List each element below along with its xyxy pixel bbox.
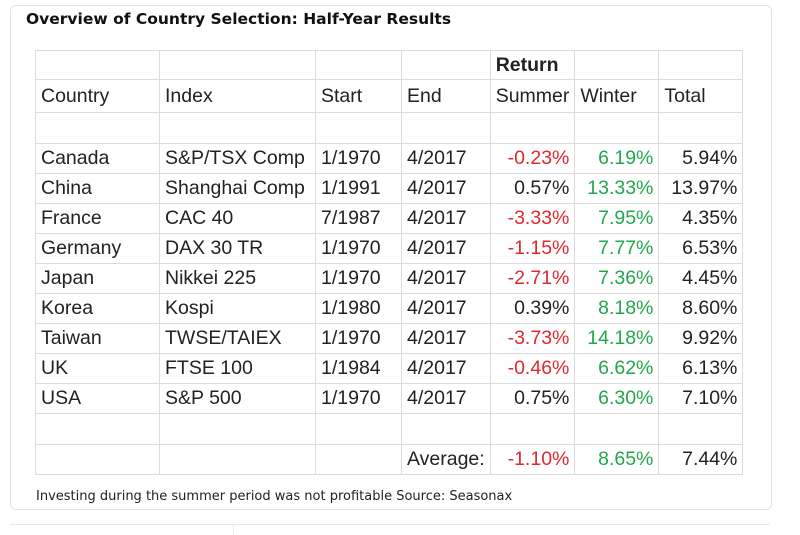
cell-index: S&P 500: [159, 383, 316, 414]
cell-total: 4.35%: [658, 203, 744, 234]
cell-country: Taiwan: [35, 323, 160, 354]
cell-start: 1/1970: [315, 383, 402, 414]
cell-winter: 8.18%: [574, 293, 660, 324]
cell-summer: -0.46%: [489, 353, 576, 384]
cell-country: Germany: [35, 233, 160, 264]
cell-total: 6.13%: [658, 353, 744, 384]
cell-winter: 7.95%: [574, 203, 660, 234]
cell-country: China: [35, 173, 160, 204]
cell-country: UK: [35, 353, 160, 384]
cell-summer: -1.15%: [489, 233, 576, 264]
cell-country: Canada: [35, 143, 160, 174]
table-row: Canada S&P/TSX Comp 1/1970 4/2017 -0.23% 6.19…: [35, 143, 744, 174]
cell-start: 1/1980: [315, 293, 402, 324]
cell-total: 6.53%: [658, 233, 744, 264]
cell-total: 9.92%: [658, 323, 744, 354]
spacer-row: [35, 413, 744, 445]
cell-winter: 6.62%: [574, 353, 660, 384]
spacer-row: [35, 112, 744, 144]
cell-start: 1/1984: [315, 353, 402, 384]
divider-tick: [233, 524, 234, 535]
table-row: China Shanghai Comp 1/1991 4/2017 0.57% 13.33…: [35, 173, 744, 204]
cell-index: Kospi: [159, 293, 316, 324]
cell-winter: 14.18%: [574, 323, 660, 354]
results-table: Return Country Index Start End Summer Wi…: [35, 50, 744, 475]
cell-start: 1/1991: [315, 173, 402, 204]
cell-end: 4/2017: [401, 233, 491, 264]
cell-summer: 0.57%: [489, 173, 576, 204]
cell-total: 7.10%: [658, 383, 744, 414]
col-header-winter: Winter: [574, 79, 660, 113]
col-header-total: Total: [658, 79, 744, 113]
table-row: Japan Nikkei 225 1/1970 4/2017 -2.71% 7.36% 4.…: [35, 263, 744, 294]
cell-summer: -3.73%: [489, 323, 576, 354]
cell-index: DAX 30 TR: [159, 233, 316, 264]
average-label: Average:: [401, 444, 491, 475]
cell-total: 13.97%: [658, 173, 744, 204]
cell-total: 4.45%: [658, 263, 744, 294]
cell-end: 4/2017: [401, 143, 491, 174]
cell-index: CAC 40: [159, 203, 316, 234]
table-row: Germany DAX 30 TR 1/1970 4/2017 -1.15% 7.77% 6…: [35, 233, 744, 264]
table-row: USA S&P 500 1/1970 4/2017 0.75% 6.30% 7.10%: [35, 383, 744, 414]
cell-index: Shanghai Comp: [159, 173, 316, 204]
cell-total: 8.60%: [658, 293, 744, 324]
col-header-start: Start: [315, 79, 402, 113]
cell-summer: 0.39%: [489, 293, 576, 324]
col-header-end: End: [401, 79, 491, 113]
cell-end: 4/2017: [401, 353, 491, 384]
average-row: Average: -1.10% 8.65% 7.44%: [35, 444, 744, 475]
cell-summer: -2.71%: [489, 263, 576, 294]
col-header-country: Country: [35, 79, 160, 113]
average-total: 7.44%: [658, 444, 744, 475]
cell-end: 4/2017: [401, 383, 491, 414]
figure-title: Overview of Country Selection: Half-Year…: [26, 10, 452, 28]
cell-winter: 7.77%: [574, 233, 660, 264]
cell-end: 4/2017: [401, 323, 491, 354]
col-header-summer: Summer: [489, 79, 576, 113]
table-row: Taiwan TWSE/TAIEX 1/1970 4/2017 -3.73% 14.18%…: [35, 323, 744, 354]
cell-country: USA: [35, 383, 160, 414]
cell-winter: 6.30%: [574, 383, 660, 414]
cell-start: 1/1970: [315, 323, 402, 354]
group-header-row: Return: [35, 50, 744, 80]
cell-country: France: [35, 203, 160, 234]
column-header-row: Country Index Start End Summer Winter To…: [35, 79, 744, 113]
col-header-index: Index: [159, 79, 316, 113]
cell-end: 4/2017: [401, 293, 491, 324]
table-row: France CAC 40 7/1987 4/2017 -3.33% 7.95% 4.35%: [35, 203, 744, 234]
cell-country: Korea: [35, 293, 160, 324]
cell-winter: 6.19%: [574, 143, 660, 174]
cell-index: TWSE/TAIEX: [159, 323, 316, 354]
cell-index: FTSE 100: [159, 353, 316, 384]
cell-start: 1/1970: [315, 263, 402, 294]
cell-summer: 0.75%: [489, 383, 576, 414]
cell-summer: -3.33%: [489, 203, 576, 234]
cell-index: S&P/TSX Comp: [159, 143, 316, 174]
cell-end: 4/2017: [401, 263, 491, 294]
average-summer: -1.10%: [489, 444, 576, 475]
cell-total: 5.94%: [658, 143, 744, 174]
cell-summer: -0.23%: [489, 143, 576, 174]
cell-winter: 7.36%: [574, 263, 660, 294]
cell-winter: 13.33%: [574, 173, 660, 204]
table-row: Korea Kospi 1/1980 4/2017 0.39% 8.18% 8.60%: [35, 293, 744, 324]
cell-start: 7/1987: [315, 203, 402, 234]
average-winter: 8.65%: [574, 444, 660, 475]
table-row: UK FTSE 100 1/1984 4/2017 -0.46% 6.62% 6.13%: [35, 353, 744, 384]
cell-start: 1/1970: [315, 233, 402, 264]
return-group-header: Return: [489, 50, 576, 80]
cell-start: 1/1970: [315, 143, 402, 174]
cell-end: 4/2017: [401, 173, 491, 204]
cell-end: 4/2017: [401, 203, 491, 234]
cell-country: Japan: [35, 263, 160, 294]
cell-index: Nikkei 225: [159, 263, 316, 294]
divider: [10, 524, 770, 525]
figure-caption: Investing during the summer period was n…: [36, 489, 513, 504]
